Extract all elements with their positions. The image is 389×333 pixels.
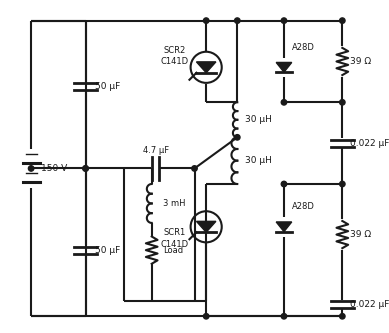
Text: 3 mH: 3 mH (163, 199, 186, 208)
Text: 50 μF: 50 μF (95, 246, 121, 255)
Circle shape (340, 181, 345, 187)
Circle shape (192, 166, 197, 171)
Circle shape (28, 166, 34, 171)
Polygon shape (196, 221, 216, 232)
Polygon shape (196, 62, 216, 73)
Polygon shape (276, 63, 292, 72)
Text: 150 V: 150 V (41, 164, 67, 173)
Circle shape (203, 314, 209, 319)
Circle shape (203, 18, 209, 23)
Text: SCR2
C141D: SCR2 C141D (161, 46, 189, 66)
Circle shape (235, 18, 240, 23)
Text: SCR1
C141D: SCR1 C141D (161, 228, 189, 248)
Circle shape (281, 100, 287, 105)
Text: A28D: A28D (292, 43, 315, 52)
Text: 39 Ω: 39 Ω (350, 230, 371, 239)
Circle shape (235, 135, 240, 140)
Text: 39 Ω: 39 Ω (350, 57, 371, 66)
Circle shape (340, 314, 345, 319)
Circle shape (340, 100, 345, 105)
Circle shape (281, 181, 287, 187)
Text: 30 μH: 30 μH (245, 115, 272, 124)
Text: Load: Load (163, 246, 184, 255)
Circle shape (281, 18, 287, 23)
Polygon shape (276, 222, 292, 232)
Text: 30 μH: 30 μH (245, 156, 272, 165)
Text: 50 μF: 50 μF (95, 82, 121, 91)
Circle shape (340, 18, 345, 23)
Circle shape (83, 166, 88, 171)
Circle shape (83, 166, 88, 171)
Text: A28D: A28D (292, 202, 315, 211)
Text: 4.7 μF: 4.7 μF (142, 146, 169, 155)
Text: 0.022 μF: 0.022 μF (350, 139, 389, 148)
Circle shape (281, 314, 287, 319)
Text: 0.022 μF: 0.022 μF (350, 300, 389, 309)
